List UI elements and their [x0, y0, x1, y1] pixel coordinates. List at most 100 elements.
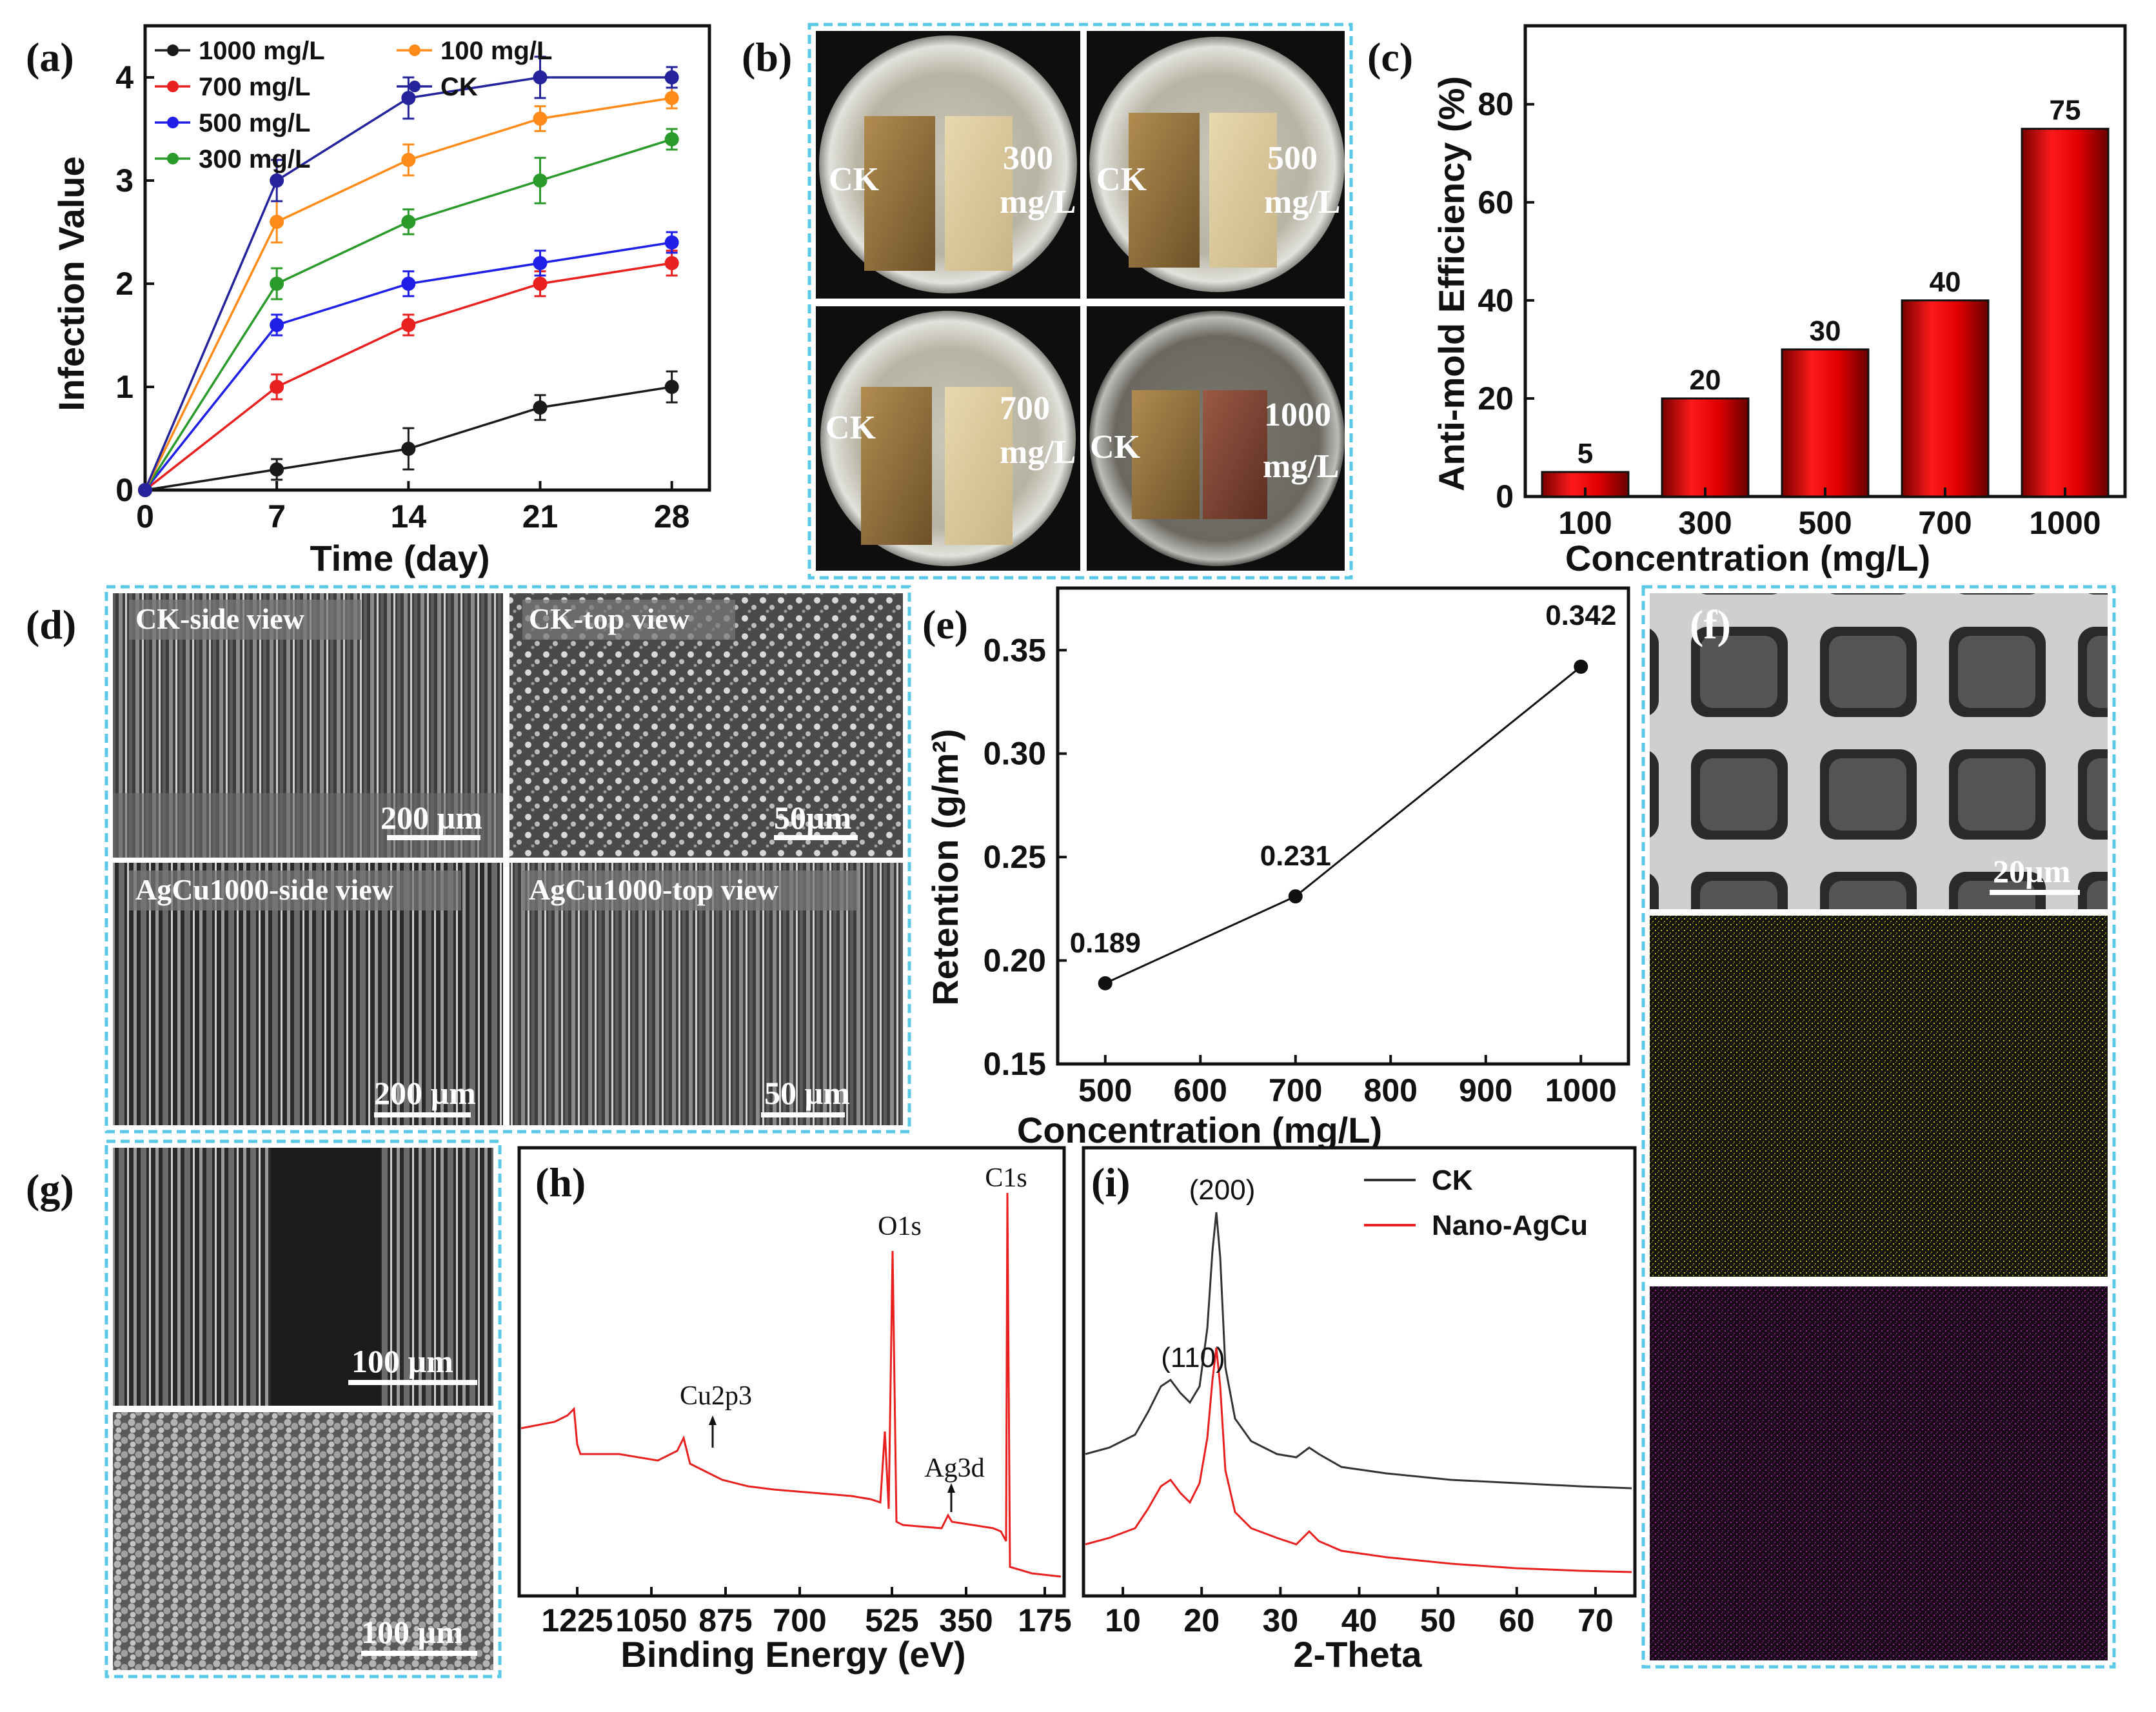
y-tick-label-e: 0.25	[984, 839, 1046, 875]
data-point	[665, 91, 679, 105]
bar	[1662, 398, 1748, 497]
x-tick-label-i: 30	[1263, 1602, 1299, 1638]
x-tick-label-e: 500	[1078, 1072, 1132, 1108]
scale-bar-label: 200 µm	[374, 1075, 476, 1111]
panel-f-sem-eds: (f) 20µm	[1643, 587, 2114, 1667]
data-point	[533, 173, 548, 188]
y-tick-label-c: 0	[1496, 478, 1514, 515]
panel-e-retention-chart: (e) 500 600 700 800 900 10000.150.200.250.300…	[922, 588, 1628, 1150]
photo-500: CK 500 mg/L	[1087, 31, 1345, 299]
legend-ck: CK	[1432, 1165, 1473, 1196]
y-tick-label-c: 80	[1478, 86, 1514, 123]
scale-bar-label: 50µm	[774, 800, 851, 836]
x-tick-label-h: 875	[698, 1602, 752, 1638]
data-point	[270, 380, 284, 394]
data-point	[665, 235, 679, 250]
data-point	[401, 153, 415, 167]
panel-b-petri-photos: (b) CK 300 mg/L CK 500 mg/L C	[742, 25, 1351, 578]
legend-marker	[167, 117, 179, 128]
y-tick-label-a: 4	[115, 59, 134, 95]
scale-bar-label: 100 µm	[351, 1343, 453, 1379]
data-point	[533, 400, 548, 415]
panel-label-c: (c)	[1367, 34, 1413, 80]
peak-label-cu2p3: Cu2p3	[680, 1381, 752, 1411]
x-tick-label-i: 50	[1420, 1602, 1456, 1638]
panel-label-b: (b)	[742, 34, 792, 80]
y-tick-label-e: 0.15	[984, 1046, 1046, 1082]
data-point	[270, 462, 284, 477]
panel-label-a: (a)	[26, 34, 74, 80]
bar-value-label: 20	[1690, 364, 1721, 396]
x-tick-label-a: 14	[391, 498, 427, 535]
bar-value-label: 30	[1810, 315, 1841, 347]
scale-bar-label: 50 µm	[764, 1075, 850, 1111]
legend-label: 500 mg/L	[199, 109, 310, 137]
x-tick-label-a: 7	[268, 498, 286, 535]
plot-frame-e	[1058, 588, 1628, 1064]
data-point	[665, 380, 679, 394]
panel-g-sem-images: (g) 100 µm 100 µm	[26, 1141, 500, 1677]
sem-label: AgCu1000-side view	[135, 873, 393, 906]
sem-label: CK-top view	[529, 602, 689, 635]
scale-bar-label: 100 µm	[361, 1614, 463, 1650]
sem-label: CK-side view	[135, 602, 304, 635]
legend-label: CK	[440, 73, 478, 101]
panel-c-bar-chart: (c) 0 20 40 60 80 5 100 20 300 30 500 40 700 75 1000 C…	[1367, 26, 2125, 578]
x-axis-title-c: Concentration (mg/L)	[1565, 538, 1930, 578]
x-tick-label-c: 300	[1678, 505, 1732, 541]
peak-label-c1s: C1s	[985, 1163, 1027, 1193]
scale-bar-label: 200 µm	[381, 800, 482, 836]
photo-label-ck: CK	[826, 409, 876, 446]
x-tick-label-e: 1000	[1545, 1072, 1617, 1108]
legend-marker	[167, 153, 179, 164]
data-point	[1098, 976, 1113, 990]
bar	[1902, 300, 1988, 497]
data-label: 0.189	[1070, 927, 1141, 959]
bar	[1782, 349, 1868, 497]
x-axis-title-h: Binding Energy (eV)	[620, 1634, 965, 1675]
y-tick-label-c: 20	[1478, 380, 1514, 417]
panel-label-e: (e)	[922, 602, 968, 647]
panel-i-xrd-chart: (i) 10 20 30 40 50 60 70 (110) (200) CK Nano-A…	[1083, 1148, 1635, 1675]
plot-area-c: 0 20 40 60 80 5 100 20 300 30 500 40 700 75 1000	[1478, 26, 2125, 541]
x-tick-label-i: 40	[1341, 1602, 1378, 1638]
x-tick-label-c: 700	[1918, 505, 1972, 541]
y-tick-label-e: 0.35	[984, 632, 1046, 668]
data-point	[665, 132, 679, 146]
y-tick-label-e: 0.30	[984, 736, 1046, 772]
x-tick-label-i: 10	[1105, 1602, 1141, 1638]
y-tick-label-a: 3	[115, 162, 134, 199]
x-tick-label-a: 21	[522, 498, 559, 535]
photo-label-unit: mg/L	[1000, 434, 1076, 471]
figure: (a) 0 7 14 21 28012341000 mg/L 100 mg/L700 mg…	[0, 0, 2156, 1712]
panel-label-i: (i)	[1091, 1159, 1130, 1205]
panel-label-g: (g)	[26, 1166, 74, 1212]
x-axis-title-i: 2-Theta	[1293, 1634, 1422, 1675]
photo-label-conc: 300	[1003, 140, 1053, 177]
sem-label: AgCu1000-top view	[529, 873, 778, 906]
sem-agcu-side: AgCu1000-side view 200 µm	[113, 863, 503, 1125]
peak-label-110: (110)	[1161, 1342, 1225, 1373]
data-point	[665, 256, 679, 270]
bar-value-label: 5	[1577, 438, 1593, 469]
y-tick-label-a: 2	[115, 266, 134, 302]
panel-d-sem-images: (d) CK-side view 200 µm CK-top view 50µm…	[26, 587, 909, 1132]
x-tick-label-c: 100	[1558, 505, 1612, 541]
panel-label-h: (h)	[535, 1159, 586, 1205]
legend-label: 700 mg/L	[199, 73, 310, 101]
data-label: 0.342	[1545, 600, 1616, 631]
photo-label-conc: 1000	[1264, 397, 1331, 433]
photo-label-conc: 500	[1267, 140, 1318, 177]
x-tick-label-h: 350	[939, 1602, 993, 1638]
peak-label-o1s: O1s	[878, 1212, 922, 1241]
data-point	[533, 277, 548, 291]
photo-label-unit: mg/L	[1263, 448, 1339, 485]
photo-label-ck: CK	[1096, 161, 1147, 198]
photo-300: CK 300 mg/L	[816, 31, 1080, 299]
sem-ck-side: CK-side view 200 µm	[113, 593, 503, 858]
photo-label-ck: CK	[1090, 429, 1141, 466]
data-point	[401, 91, 415, 105]
data-point	[401, 277, 415, 291]
x-tick-label-h: 525	[865, 1602, 918, 1638]
y-tick-label-e: 0.20	[984, 943, 1046, 979]
